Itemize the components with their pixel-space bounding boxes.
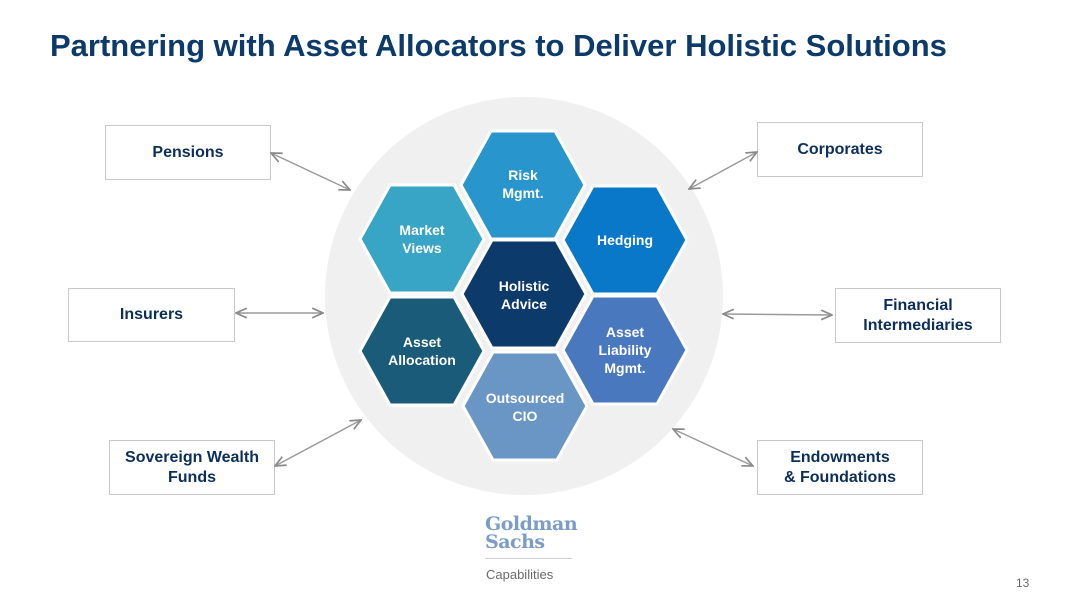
arrow-endowments: [673, 429, 753, 466]
hex-label-liability-line3: Mgmt.: [604, 360, 645, 376]
footer-caption: Capabilities: [486, 567, 554, 582]
arrow-corporates: [689, 152, 757, 189]
client-box-pensions: Pensions: [105, 125, 271, 180]
arrow-sovereign: [275, 420, 361, 466]
hex-label-holistic-line2: Advice: [501, 296, 547, 312]
hex-label-liability-line1: Asset: [606, 324, 644, 340]
client-box-sovereign-wealth-funds: Sovereign Wealth Funds: [109, 440, 275, 495]
hex-hedging: Hedging: [561, 184, 689, 296]
client-label-corporates: Corporates: [797, 140, 883, 158]
hex-label-hedging: Hedging: [597, 232, 653, 248]
client-label-sovereign-line1: Sovereign Wealth: [125, 448, 259, 466]
arrow-pensions: [271, 153, 350, 190]
page-number: 13: [1016, 576, 1030, 590]
client-box-financial-intermediaries: Financial Intermediaries: [835, 288, 1001, 343]
hex-shape-allocation: [358, 295, 486, 407]
hex-asset-liability-mgmt: Asset Liability Mgmt.: [561, 294, 689, 406]
logo-line2: Sachs: [485, 531, 545, 553]
client-label-pensions: Pensions: [152, 143, 224, 161]
client-box-endowments-foundations: Endowments & Foundations: [757, 440, 923, 495]
hex-label-risk-line2: Mgmt.: [502, 185, 543, 201]
hex-label-ocio-line1: Outsourced: [486, 390, 565, 406]
hex-label-liability-line2: Liability: [599, 342, 652, 358]
hex-asset-allocation: Asset Allocation: [358, 295, 486, 407]
client-box-insurers: Insurers: [68, 288, 235, 342]
logo-line1: Goldman: [485, 513, 578, 535]
client-label-sovereign-line2: Funds: [168, 468, 216, 486]
client-label-financial-line1: Financial: [883, 296, 953, 314]
hex-shape-market: [358, 183, 486, 295]
client-label-financial-line2: Intermediaries: [863, 316, 973, 334]
hex-shape-liability: [561, 294, 689, 406]
hex-label-market-line1: Market: [399, 222, 444, 238]
hex-label-market-line2: Views: [402, 240, 442, 256]
hex-label-allocation-line1: Asset: [403, 334, 441, 350]
client-box-corporates: Corporates: [757, 122, 923, 177]
arrow-financial: [723, 314, 832, 315]
client-label-insurers: Insurers: [119, 306, 184, 323]
logo-divider: [485, 558, 572, 559]
hex-shape-hedging: [561, 184, 689, 296]
hex-risk-mgmt: Risk Mgmt.: [459, 129, 587, 241]
hex-outsourced-cio: Outsourced CIO: [461, 350, 589, 462]
hex-shape-holistic: [460, 238, 588, 350]
page-title: Partnering with Asset Allocators to Deli…: [50, 28, 947, 63]
client-label-endowments-line2: & Foundations: [784, 468, 896, 486]
hex-label-ocio-line2: CIO: [513, 408, 538, 424]
hex-shape-ocio: [461, 350, 589, 462]
hex-label-holistic-line1: Holistic: [499, 278, 550, 294]
hex-label-risk-line1: Risk: [508, 167, 538, 183]
hex-holistic-advice: Holistic Advice: [460, 238, 588, 350]
hex-market-views: Market Views: [358, 183, 486, 295]
hex-label-allocation-line2: Allocation: [388, 352, 456, 368]
client-label-endowments-line1: Endowments: [790, 448, 890, 466]
goldman-sachs-logo: Goldman Sachs: [485, 513, 578, 553]
